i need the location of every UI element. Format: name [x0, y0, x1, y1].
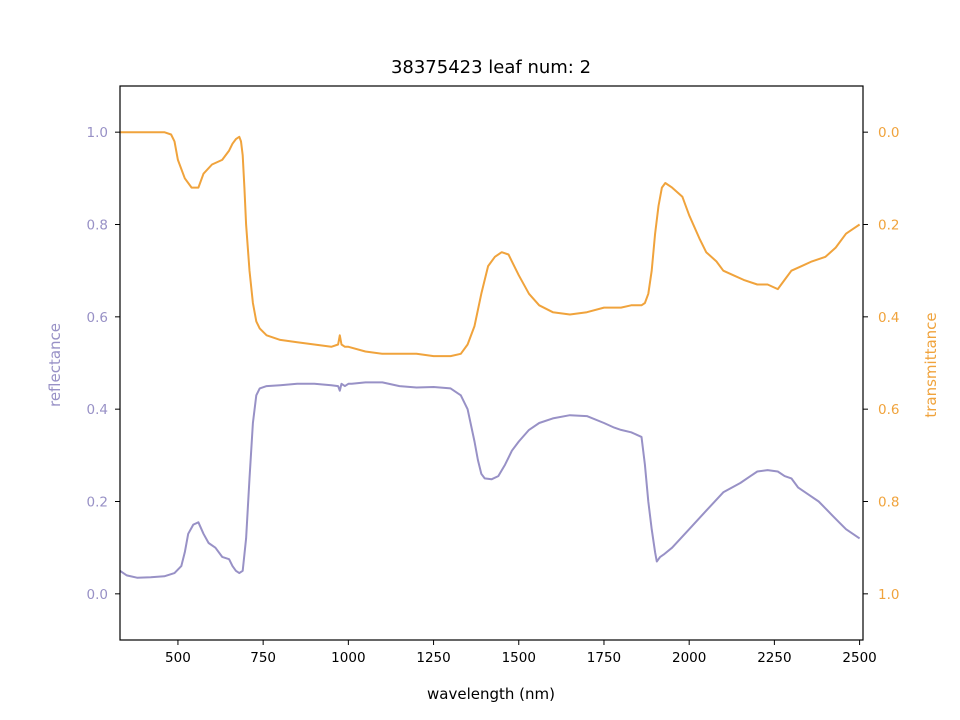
y-left-tick-label: 0.2 [87, 495, 108, 511]
x-tick-label: 750 [250, 650, 276, 666]
x-tick-label: 1750 [587, 650, 621, 666]
y-right-tick-label: 1.0 [878, 587, 899, 603]
x-tick-label: 2250 [757, 650, 791, 666]
y-right-tick-label: 0.8 [878, 495, 899, 511]
series-layer [119, 131, 861, 579]
x-tick-label: 1500 [502, 650, 536, 666]
x-tick-label: 2000 [672, 650, 706, 666]
reflectance-line [119, 381, 861, 579]
x-tick-label: 1250 [416, 650, 450, 666]
y-left-tick-label: 0.0 [87, 587, 108, 603]
y-right-tick-label: 0.4 [878, 310, 899, 326]
x-tick-label: 1000 [331, 650, 365, 666]
x-tick-label: 500 [165, 650, 191, 666]
x-axis: 500 750 1000 1250 1500 1750 2000 2250 2500 [165, 640, 877, 666]
y-right-tick-label: 0.2 [878, 218, 899, 234]
x-axis-title: wavelength (nm) [427, 685, 555, 703]
y-left-tick-label: 0.8 [87, 218, 108, 234]
y-right-tick-label: 0.6 [878, 402, 899, 418]
plot-frame [119, 85, 864, 641]
y-axis-right: 0.0 0.2 0.4 0.6 0.8 1.0 [863, 125, 899, 603]
y-axis-left-title: reflectance [46, 323, 64, 407]
chart-title: 38375423 leaf num: 2 [391, 57, 591, 78]
y-axis-right-title: transmittance [922, 312, 940, 417]
y-right-tick-label: 0.0 [878, 125, 899, 141]
y-left-tick-label: 0.6 [87, 310, 108, 326]
x-tick-label: 2500 [842, 650, 876, 666]
y-left-tick-label: 1.0 [87, 125, 108, 141]
y-axis-left: 0.0 0.2 0.4 0.6 0.8 1.0 [87, 125, 120, 603]
y-left-tick-label: 0.4 [87, 402, 108, 418]
transmittance-line [120, 131, 861, 358]
